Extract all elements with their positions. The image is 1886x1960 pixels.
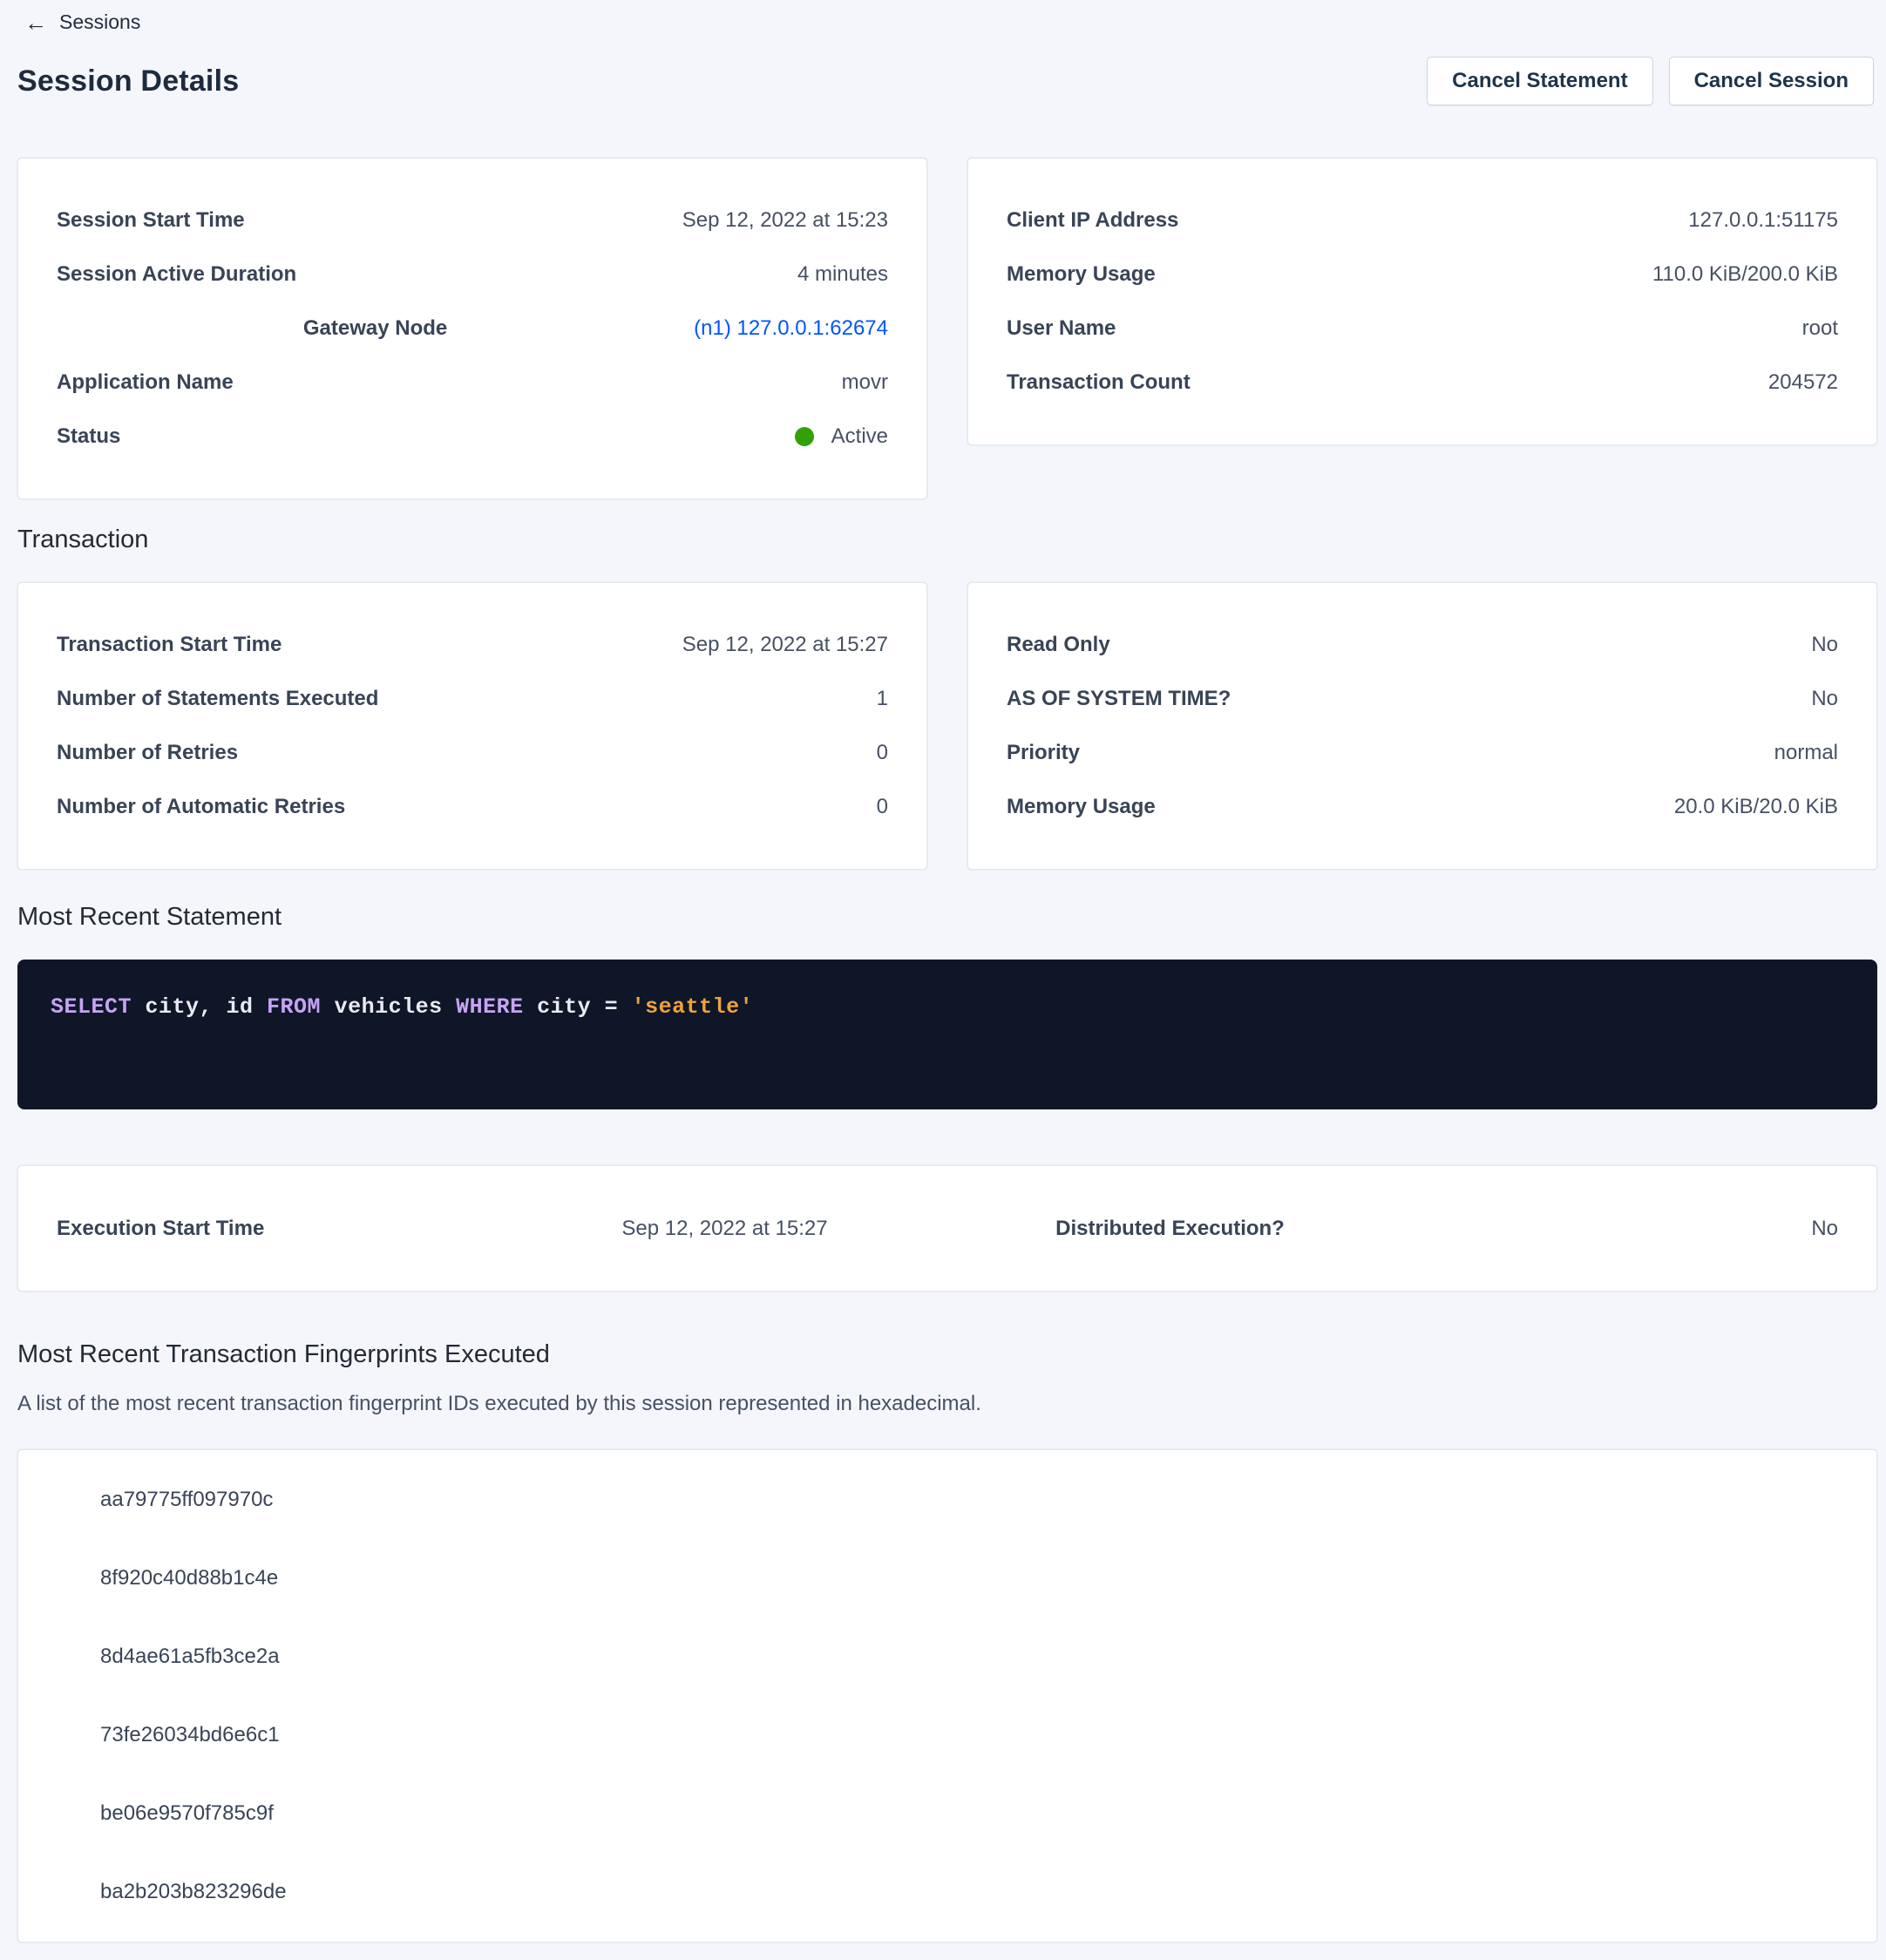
status-active-dot-icon bbox=[794, 427, 814, 446]
row-as-of-system-time: AS OF SYSTEM TIME? No bbox=[1007, 672, 1838, 726]
fingerprint-item: be06e9570f785c9f bbox=[100, 1801, 274, 1825]
row-transaction-start-time: Transaction Start Time Sep 12, 2022 at 1… bbox=[57, 618, 888, 672]
row-label: Transaction Start Time bbox=[57, 633, 282, 656]
title-row: Session Details Cancel Statement Cancel … bbox=[17, 57, 1877, 105]
row-value: 0 bbox=[876, 741, 888, 764]
fingerprints-section-description: A list of the most recent transaction fi… bbox=[17, 1392, 981, 1415]
row-user-name: User Name root bbox=[1007, 302, 1838, 356]
sql-token: FROM bbox=[267, 994, 322, 1020]
session-summary-card: Session Start Time Sep 12, 2022 at 15:23… bbox=[17, 158, 927, 499]
fingerprint-item: ba2b203b823296de bbox=[100, 1880, 287, 1903]
row-value: movr bbox=[841, 370, 888, 394]
row-label: Number of Automatic Retries bbox=[57, 795, 346, 818]
row-value: 127.0.0.1:51175 bbox=[1688, 208, 1838, 232]
sql-token: SELECT bbox=[51, 994, 132, 1020]
row-label: Session Active Duration bbox=[57, 262, 297, 286]
row-number-of-retries: Number of Retries 0 bbox=[57, 726, 888, 780]
sql-token: 'seattle' bbox=[631, 994, 754, 1020]
fingerprint-item: 8f920c40d88b1c4e bbox=[100, 1566, 279, 1590]
row-value: No bbox=[1811, 687, 1838, 710]
row-client-ip: Client IP Address 127.0.0.1:51175 bbox=[1007, 193, 1838, 248]
row-value: Sep 12, 2022 at 15:27 bbox=[682, 633, 888, 656]
summary-cards-row: Session Start Time Sep 12, 2022 at 15:23… bbox=[17, 158, 1877, 499]
row-value: 20.0 KiB/20.0 KiB bbox=[1673, 795, 1838, 818]
row-transaction-count: Transaction Count 204572 bbox=[1007, 356, 1838, 410]
sql-statement-code: SELECT city, id FROM vehicles WHERE city… bbox=[51, 994, 1844, 1020]
fingerprint-item: 73fe26034bd6e6c1 bbox=[100, 1723, 280, 1746]
row-priority: Priority normal bbox=[1007, 726, 1838, 780]
sql-token: city, id bbox=[132, 994, 268, 1020]
breadcrumb-back-to-sessions[interactable]: ← Sessions bbox=[17, 5, 140, 34]
back-arrow-icon: ← bbox=[24, 9, 47, 36]
action-buttons: Cancel Statement Cancel Session bbox=[1427, 57, 1874, 105]
distributed-execution-value: No bbox=[1811, 1216, 1838, 1240]
row-label: Session Start Time bbox=[57, 208, 245, 232]
row-value: 0 bbox=[876, 795, 888, 818]
row-value: 4 minutes bbox=[797, 262, 888, 286]
row-label: Memory Usage bbox=[1007, 795, 1156, 818]
row-session-start-time: Session Start Time Sep 12, 2022 at 15:23 bbox=[57, 193, 888, 248]
page-title: Session Details bbox=[17, 64, 240, 98]
transaction-left-card: Transaction Start Time Sep 12, 2022 at 1… bbox=[17, 582, 927, 870]
execution-start-time-label: Execution Start Time bbox=[57, 1216, 265, 1240]
transaction-right-card: Read Only No AS OF SYSTEM TIME? No Prior… bbox=[967, 582, 1877, 870]
row-automatic-retries: Number of Automatic Retries 0 bbox=[57, 780, 888, 834]
row-value: 1 bbox=[876, 687, 888, 710]
transaction-cards-row: Transaction Start Time Sep 12, 2022 at 1… bbox=[17, 582, 1877, 870]
status-value: Active bbox=[831, 424, 888, 448]
row-label: Transaction Count bbox=[1007, 370, 1191, 394]
fingerprint-item: 8d4ae61a5fb3ce2a bbox=[100, 1645, 280, 1668]
row-memory-usage: Memory Usage 110.0 KiB/200.0 KiB bbox=[1007, 248, 1838, 302]
client-summary-card: Client IP Address 127.0.0.1:51175 Memory… bbox=[967, 158, 1877, 445]
row-label: Read Only bbox=[1007, 633, 1110, 656]
row-status: Status Active bbox=[57, 410, 888, 464]
row-label: Memory Usage bbox=[1007, 262, 1156, 286]
row-label: User Name bbox=[1007, 316, 1116, 340]
row-label: Application Name bbox=[57, 370, 234, 394]
transaction-section-title: Transaction bbox=[17, 526, 149, 553]
status-badge: Active bbox=[794, 424, 888, 449]
gateway-node-link[interactable]: (n1) 127.0.0.1:62674 bbox=[694, 316, 888, 340]
statement-section-title: Most Recent Statement bbox=[17, 903, 282, 931]
sql-token: city = bbox=[523, 994, 632, 1020]
row-value: Sep 12, 2022 at 15:23 bbox=[682, 208, 888, 232]
row-application-name: Application Name movr bbox=[57, 356, 888, 410]
row-label: Status bbox=[57, 424, 121, 448]
fingerprints-section-title: Most Recent Transaction Fingerprints Exe… bbox=[17, 1340, 550, 1368]
row-value: normal bbox=[1774, 741, 1838, 764]
sql-token: vehicles bbox=[321, 994, 457, 1020]
distributed-execution-label: Distributed Execution? bbox=[1055, 1216, 1285, 1240]
row-value: 204572 bbox=[1767, 370, 1838, 394]
row-value: root bbox=[1801, 316, 1838, 340]
row-statements-executed: Number of Statements Executed 1 bbox=[57, 672, 888, 726]
row-txn-memory-usage: Memory Usage 20.0 KiB/20.0 KiB bbox=[1007, 780, 1838, 834]
sql-statement-box: SELECT city, id FROM vehicles WHERE city… bbox=[17, 960, 1877, 1109]
execution-summary-card: Execution Start Time Sep 12, 2022 at 15:… bbox=[17, 1165, 1877, 1292]
row-read-only: Read Only No bbox=[1007, 618, 1838, 672]
fingerprints-card: aa79775ff097970c 8f920c40d88b1c4e 8d4ae6… bbox=[17, 1449, 1877, 1943]
row-label: Number of Retries bbox=[57, 741, 239, 764]
row-gateway-node: Gateway Node (n1) 127.0.0.1:62674 bbox=[57, 302, 888, 356]
sql-token: WHERE bbox=[456, 994, 524, 1020]
row-label: Number of Statements Executed bbox=[57, 687, 379, 710]
row-value: No bbox=[1811, 633, 1838, 656]
row-label: Client IP Address bbox=[1007, 208, 1179, 232]
breadcrumb-label: Sessions bbox=[59, 10, 141, 33]
cancel-statement-button[interactable]: Cancel Statement bbox=[1427, 57, 1653, 105]
cancel-session-button[interactable]: Cancel Session bbox=[1668, 57, 1874, 105]
fingerprint-item: aa79775ff097970c bbox=[100, 1488, 274, 1511]
row-label: AS OF SYSTEM TIME? bbox=[1007, 687, 1231, 710]
execution-start-time-value: Sep 12, 2022 at 15:27 bbox=[621, 1216, 828, 1240]
row-value: 110.0 KiB/200.0 KiB bbox=[1652, 262, 1838, 286]
row-label: Priority bbox=[1007, 741, 1081, 764]
row-session-active-duration: Session Active Duration 4 minutes bbox=[57, 248, 888, 302]
row-label: Gateway Node bbox=[302, 316, 448, 340]
